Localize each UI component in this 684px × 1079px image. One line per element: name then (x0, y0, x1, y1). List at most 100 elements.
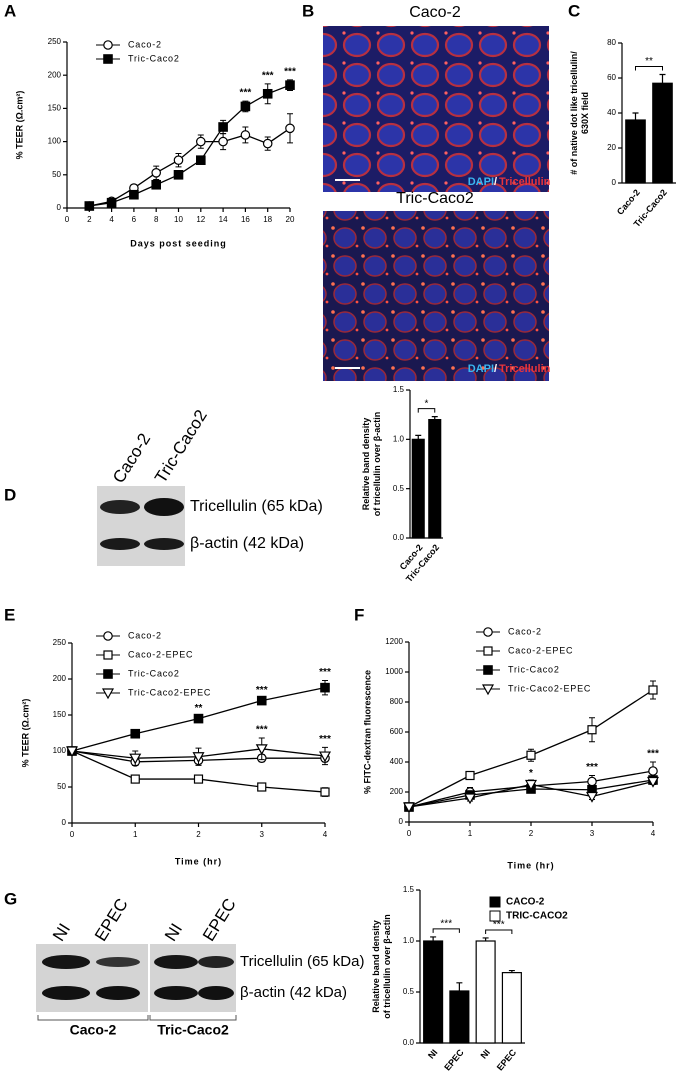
legend-label: Caco-2 (508, 626, 542, 636)
data-point (262, 88, 273, 99)
x-tick-label: 3 (260, 830, 265, 839)
series-line (89, 84, 291, 207)
error-bar (632, 112, 639, 120)
bar (652, 82, 673, 184)
x-tick-label: 2 (196, 830, 201, 839)
bar (411, 438, 425, 539)
panel-letter: A (4, 1, 16, 20)
legend-label: Caco-2-EPEC (508, 645, 573, 655)
bar (625, 119, 646, 184)
image-label: Caco-2 (409, 4, 461, 21)
data-point (129, 753, 142, 765)
panel-letter: G (4, 889, 17, 908)
significance-label: *** (493, 920, 505, 931)
y-tick-label: 20 (607, 143, 616, 152)
y-axis-label: 630X field (580, 92, 590, 134)
x-tick-label: NI (426, 1047, 439, 1060)
y-axis-label: % TEER (Ω.cm²) (14, 91, 24, 160)
x-tick-label: 20 (286, 215, 295, 224)
blot-band (154, 986, 198, 1000)
x-axis-label: Days post seeding (130, 238, 227, 248)
x-tick-label: Caco-2 (615, 187, 642, 216)
y-tick-label: 150 (48, 104, 62, 113)
significance-label: *** (647, 749, 659, 760)
y-tick-label: 1.0 (393, 434, 405, 443)
significance-label: *** (284, 66, 296, 77)
data-point (173, 170, 184, 180)
error-bar (431, 416, 438, 420)
x-tick-label: 0 (70, 830, 75, 839)
micrograph (323, 211, 549, 381)
significance-bracket (417, 408, 436, 413)
x-tick-label: 0 (65, 215, 70, 224)
data-point (65, 746, 79, 758)
y-tick-label: 50 (52, 170, 61, 179)
bar (428, 419, 442, 539)
legend-swatch (489, 896, 501, 908)
y-tick-label: 800 (390, 697, 404, 706)
legend-marker (103, 631, 113, 641)
error-bar (659, 73, 666, 84)
significance-bracket (635, 66, 663, 71)
blot-band (96, 957, 140, 967)
x-tick-label: 8 (154, 215, 159, 224)
legend-label: Caco-2-EPEC (128, 649, 193, 659)
data-point (257, 782, 267, 792)
data-point (526, 750, 536, 760)
blot-band (42, 986, 90, 1000)
data-point (130, 728, 141, 739)
x-tick-label: 0 (407, 829, 412, 838)
data-point (196, 155, 206, 165)
y-tick-label: 80 (607, 38, 616, 47)
error-bar (508, 969, 515, 973)
legend-marker (103, 669, 113, 679)
data-point (130, 774, 140, 784)
data-point (587, 725, 597, 735)
y-tick-label: 100 (48, 137, 62, 146)
lane-label: Tric-Caco2 (151, 406, 211, 486)
legend-label: Tric-Caco2 (128, 53, 180, 63)
band-label: Tricellulin (65 kDa) (240, 953, 364, 970)
y-tick-label: 200 (53, 674, 67, 683)
y-tick-label: 0 (612, 178, 617, 187)
x-axis-label: Time (hr) (507, 860, 554, 870)
y-axis-label: of tricellulin over β-actin (372, 412, 382, 517)
stain-label: Tricellulin (499, 363, 551, 375)
y-axis-label: % TEER (Ω.cm²) (20, 699, 30, 768)
error-bar (430, 936, 437, 941)
data-point (320, 787, 330, 797)
significance-label: *** (319, 734, 331, 745)
error-bar (415, 434, 422, 440)
western-blot (150, 944, 236, 1012)
group-label: Caco-2 (70, 1022, 117, 1038)
panel-letter: E (4, 605, 15, 624)
x-tick-label: 14 (219, 215, 228, 224)
significance-label: *** (240, 88, 252, 99)
bar (475, 940, 496, 1044)
lane-label: EPEC (199, 895, 240, 944)
significance-label: *** (319, 667, 331, 678)
micrograph (323, 26, 549, 192)
legend-swatch (489, 910, 501, 922)
y-tick-label: 400 (390, 757, 404, 766)
x-tick-label: NI (479, 1047, 492, 1060)
y-axis-label: Relative band density (371, 920, 381, 1013)
significance-label: * (529, 768, 533, 779)
significance-bracket (485, 929, 513, 934)
x-tick-label: 3 (590, 829, 595, 838)
y-tick-label: 0.0 (403, 1038, 415, 1047)
bar (449, 990, 470, 1044)
data-point (646, 776, 660, 788)
y-tick-label: 200 (48, 70, 62, 79)
data-point (285, 80, 295, 90)
data-point (255, 744, 268, 756)
group-label: Tric-Caco2 (157, 1022, 229, 1038)
y-tick-label: 40 (607, 108, 616, 117)
y-tick-label: 1200 (385, 637, 403, 646)
legend-label: CACO-2 (506, 897, 545, 908)
legend-marker (483, 646, 493, 656)
legend-label: Tric-Caco2 (508, 664, 560, 674)
blot-band (100, 538, 140, 550)
blot-band (198, 986, 234, 1000)
y-tick-label: 250 (48, 37, 62, 46)
